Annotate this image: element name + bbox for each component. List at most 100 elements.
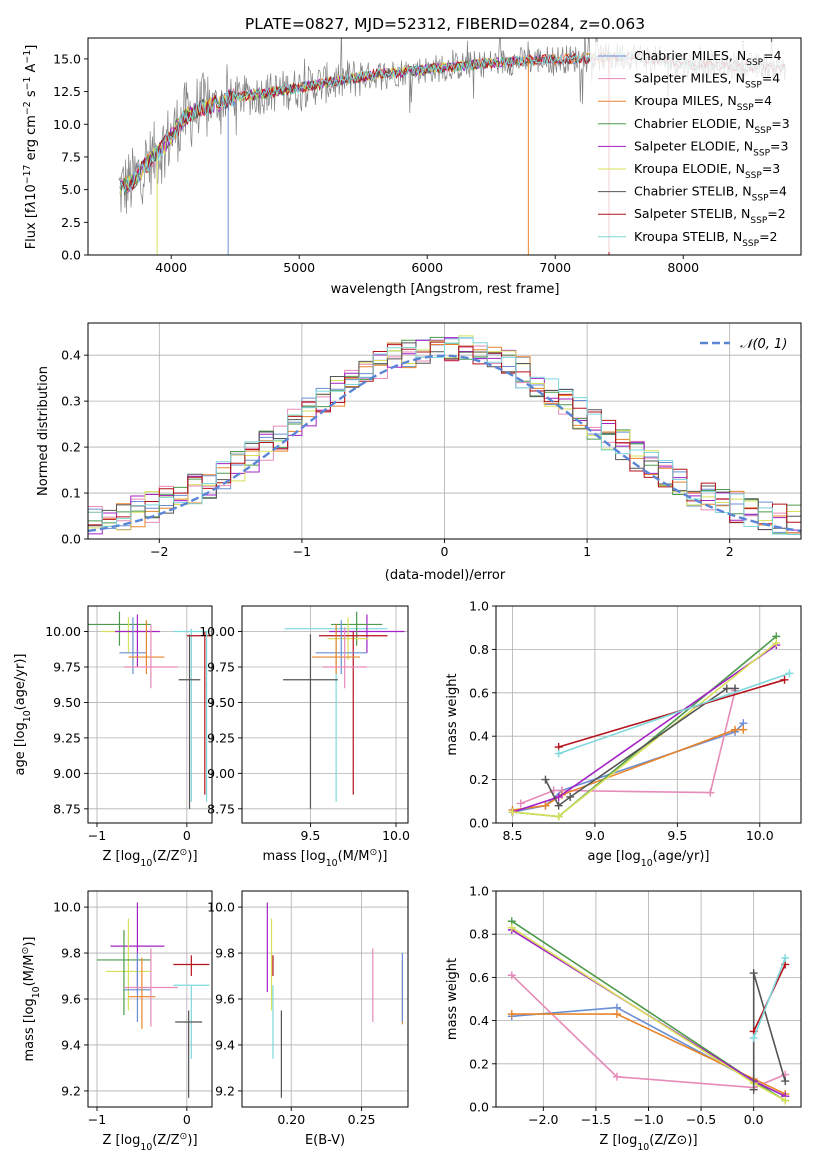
y-tick-label: 0.4	[61, 348, 81, 363]
y-tick-label: 0.0	[61, 532, 81, 547]
x-tick-label: 10.0	[382, 828, 410, 843]
y-tick-label: 10.00	[199, 624, 235, 639]
x-axis-label: Z [log10(Z/Z⊙)]	[599, 1133, 697, 1153]
y-tick-label: 9.25	[207, 730, 235, 745]
y-tick-label: 2.5	[61, 215, 81, 230]
series-marker-chabrier_stelib	[749, 969, 758, 978]
x-axis-label: (data-model)/error	[385, 568, 506, 583]
x-tick-label: 6000	[411, 260, 443, 275]
axes-massweight_vs_Z: −2.0 −1.5 −1.0 −0.5 0.0 0.0 0.2 0.4 0.6 0.8 1.0 Z […	[445, 884, 802, 1153]
normal-curve	[88, 354, 801, 533]
y-tick-label: 0.4	[469, 1013, 489, 1028]
y-axis-label: age [log10(age/yr)]	[13, 654, 33, 776]
series-marker-kroupa_stelib	[781, 953, 790, 962]
series-marker-chabrier_stelib	[731, 684, 740, 693]
y-tick-label: 8.75	[207, 801, 235, 816]
axes-massweight_vs_age: 8.5 9.0 9.5 10.0 0.0 0.2 0.4 0.6 0.8 1.0 age [log1…	[445, 599, 802, 869]
series-marker-kroupa_stelib	[749, 1033, 758, 1042]
y-tick-label: 0.1	[61, 486, 81, 501]
y-tick-label: 0.8	[469, 642, 489, 657]
series-marker-salpeter_miles	[516, 799, 525, 808]
figure-title: PLATE=0827, MJD=52312, FIBERID=0284, z=0…	[245, 15, 645, 33]
series-marker-kroupa_elodie	[781, 1096, 790, 1105]
x-tick-label: 0	[183, 1112, 191, 1127]
series-marker-kroupa_miles	[731, 725, 740, 734]
y-axis-label: mass weight	[445, 673, 460, 755]
x-axis-label: mass [log10(M/M⊙)]	[263, 847, 388, 869]
y-tick-label: 9.2	[215, 1083, 235, 1098]
series-marker-kroupa_miles	[507, 1010, 516, 1019]
y-tick-label: 9.2	[61, 1083, 81, 1098]
x-axis-label: Z [log10(Z/Z⊙)]	[102, 847, 197, 869]
legend-label-salpeter_elodie: Salpeter ELODIE, NSSP=3	[634, 138, 788, 158]
y-tick-label: 0.0	[469, 816, 489, 831]
x-tick-label: 0.20	[277, 1112, 305, 1127]
x-tick-label: 9.0	[585, 828, 605, 843]
x-tick-label: 4000	[155, 260, 187, 275]
series-marker-salpeter_stelib	[780, 675, 789, 684]
x-tick-label: 1	[583, 544, 591, 559]
x-tick-label: 9.5	[667, 828, 687, 843]
x-tick-label: 8000	[667, 260, 699, 275]
legend-label-normal: 𝒩(0, 1)	[740, 337, 787, 352]
y-tick-label: 0.3	[61, 394, 81, 409]
y-tick-label: 9.25	[53, 730, 81, 745]
x-axis-label: age [log10(age/yr)]	[588, 849, 710, 869]
legend-label-kroupa_miles: Kroupa MILES, NSSP=4	[634, 93, 772, 113]
y-tick-label: 0.2	[469, 772, 489, 787]
y-axis-label: mass [log10(M/M⊙)]	[20, 937, 42, 1062]
y-tick-label: 10.00	[45, 624, 81, 639]
series-marker-kroupa_elodie	[508, 808, 517, 817]
y-tick-label: 9.75	[53, 659, 81, 674]
y-axis-label: Flux [fλ10−17 erg cm−2 s−1 A−1]	[22, 45, 40, 250]
series-marker-kroupa_stelib	[785, 669, 794, 678]
x-tick-label: −1.0	[633, 1112, 663, 1127]
x-tick-label: 8.5	[503, 828, 523, 843]
y-tick-label: 0.6	[469, 970, 489, 985]
series-marker-salpeter_miles	[706, 788, 715, 797]
y-tick-label: 8.75	[53, 801, 81, 816]
series-marker-kroupa_elodie	[772, 638, 781, 647]
grid	[242, 891, 408, 1107]
plot-area	[88, 611, 212, 809]
series-marker-kroupa_elodie	[507, 923, 516, 932]
legend-label-chabrier_elodie: Chabrier ELODIE, NSSP=3	[634, 116, 790, 136]
plot-area	[266, 902, 403, 1098]
plot-area	[96, 902, 210, 1098]
x-tick-label: 9.5	[301, 828, 321, 843]
series-marker-chabrier_stelib	[722, 684, 731, 693]
series-marker-salpeter_miles	[507, 971, 516, 980]
y-tick-label: 12.5	[53, 84, 81, 99]
y-tick-label: 9.8	[215, 946, 235, 961]
y-tick-label: 0.0	[61, 248, 81, 263]
y-tick-label: 7.5	[61, 149, 81, 164]
legend: 𝒩(0, 1)	[700, 337, 787, 352]
y-tick-label: 9.50	[207, 695, 235, 710]
x-tick-label: −0.5	[686, 1112, 716, 1127]
series-marker-salpeter_elodie	[554, 792, 563, 801]
series-marker-chabrier_stelib	[541, 775, 550, 784]
axes-frame	[87, 605, 213, 824]
x-tick-label: 2	[726, 544, 734, 559]
legend-label-chabrier_stelib: Chabrier STELIB, NSSP=4	[634, 184, 787, 204]
legend-label-kroupa_stelib: Kroupa STELIB, NSSP=2	[634, 229, 778, 249]
y-tick-label: 9.00	[207, 766, 235, 781]
axes-mass_vs_EBV: 0.20 0.25 9.2 9.4 9.6 9.8 10.0 E(B-V)	[207, 890, 409, 1148]
x-tick-label: 0.25	[348, 1112, 376, 1127]
x-axis-label: E(B-V)	[305, 1133, 345, 1148]
y-tick-label: 0.4	[469, 729, 489, 744]
series-marker-kroupa_elodie	[554, 812, 563, 821]
x-axis-label: wavelength [Angstrom, rest frame]	[331, 282, 560, 297]
axes-frame	[87, 37, 802, 256]
series-marker-chabrier_stelib	[749, 1085, 758, 1094]
plot-area	[88, 335, 801, 539]
series-marker-salpeter_miles	[612, 1072, 621, 1081]
y-axis-label: Normed distribution	[36, 366, 51, 496]
y-tick-label: 0.6	[469, 685, 489, 700]
x-tick-label: −2.0	[528, 1112, 558, 1127]
x-tick-label: 0	[441, 544, 449, 559]
x-tick-label: 5000	[283, 260, 315, 275]
x-axis-label: Z [log10(Z/Z⊙)]	[102, 1131, 197, 1153]
series-marker-chabrier_stelib	[566, 792, 575, 801]
